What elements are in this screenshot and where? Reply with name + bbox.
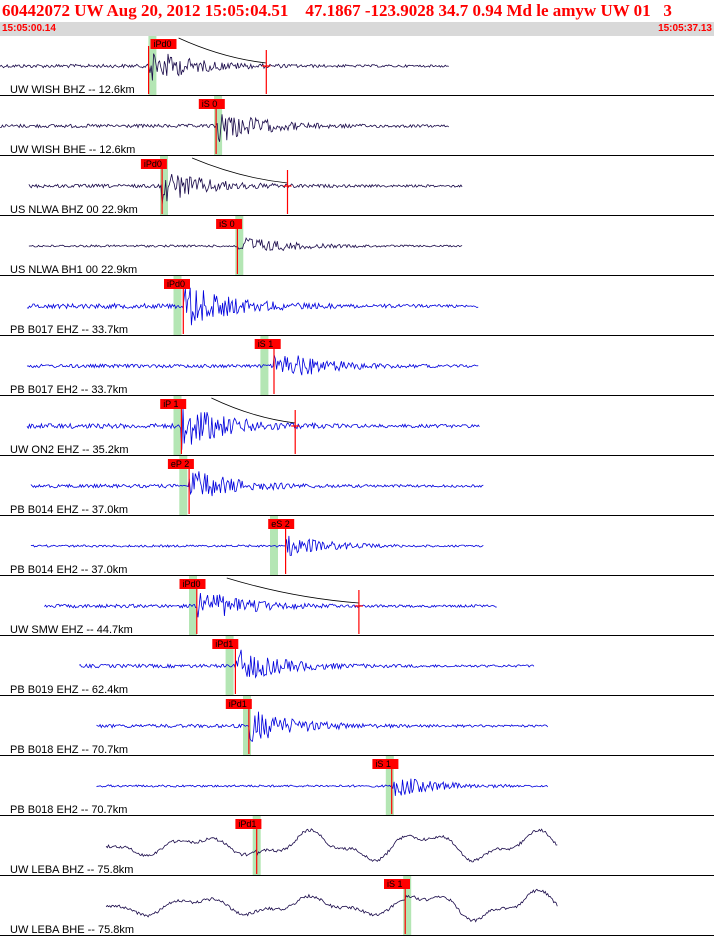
- time-bar: 15:05:00.14 15:05:37.13: [0, 22, 714, 36]
- pick-flag: [372, 759, 399, 769]
- trace-row-13: iS 1 PB B018 EH2 -- 70.7km: [0, 756, 714, 816]
- seismogram-plot: iPd0 UW WISH BHZ -- 12.6km iS 0 UW WISH BHE…: [0, 36, 714, 938]
- pick-label: iPd0: [167, 279, 185, 289]
- pick-label: iPd1: [229, 699, 247, 709]
- coda-curve: [226, 577, 359, 604]
- pick-flag: [384, 879, 410, 889]
- pick-window: [260, 336, 269, 396]
- trace-row-5: iPd0 PB B017 EHZ -- 33.7km: [0, 276, 714, 336]
- station-label: UW LEBA BHZ -- 75.8km: [10, 864, 133, 876]
- event-header: 60442072 UW Aug 20, 2012 15:05:04.51 47.…: [0, 0, 714, 36]
- pick-window: [160, 156, 168, 216]
- pick-flag: [235, 819, 262, 829]
- station-label: UW SMW EHZ -- 44.7km: [10, 624, 133, 636]
- station-label: PB B018 EHZ -- 70.7km: [10, 744, 128, 756]
- waveform-trace: [105, 828, 558, 863]
- station-label: UW ON2 EHZ -- 35.2km: [10, 444, 129, 456]
- station-label: PB B019 EHZ -- 62.4km: [10, 684, 128, 696]
- pick-flag: [150, 39, 177, 49]
- time-start-label: 15:05:00.14: [2, 23, 56, 34]
- time-end-label: 15:05:37.13: [658, 23, 712, 34]
- event-title: 60442072 UW Aug 20, 2012 15:05:04.51 47.…: [2, 1, 672, 20]
- pick-flag: [225, 699, 252, 709]
- pick-label: eS 2: [271, 519, 290, 529]
- waveform-trace: [26, 287, 479, 326]
- pick-label: iS 1: [387, 879, 403, 889]
- seismogram-svg: iPd0 UW WISH BHZ -- 12.6km iS 0 UW WISH BHE…: [0, 36, 714, 936]
- pick-window: [403, 876, 412, 936]
- pick-flag: [212, 639, 239, 649]
- pick-window: [235, 216, 244, 276]
- pick-label: iPd0: [144, 159, 162, 169]
- waveform-trace: [44, 592, 497, 618]
- station-label: PB B017 EH2 -- 33.7km: [10, 384, 127, 396]
- trace-row-3: iPd0 US NLWA BHZ 00 22.9km: [0, 156, 714, 216]
- pick-window: [214, 96, 223, 156]
- station-label: PB B014 EHZ -- 37.0km: [10, 504, 128, 516]
- waveform-trace: [28, 237, 463, 252]
- station-label: US NLWA BHZ 00 22.9km: [10, 204, 138, 216]
- trace-row-9: eS 2 PB B014 EH2 -- 37.0km: [0, 516, 714, 576]
- waveform-trace: [28, 174, 463, 205]
- coda-curve: [178, 37, 267, 64]
- trace-row-6: iS 1 PB B017 EH2 -- 33.7km: [0, 336, 714, 396]
- pick-label: iS 0: [219, 219, 235, 229]
- pick-window: [243, 696, 251, 756]
- pick-label: eP 2: [171, 459, 189, 469]
- waveform-trace: [26, 407, 480, 450]
- pick-flag: [164, 279, 190, 289]
- waveform-trace: [0, 114, 450, 142]
- waveform-trace: [96, 778, 549, 796]
- station-label: UW WISH BHE -- 12.6km: [10, 144, 135, 156]
- waveform-trace: [30, 471, 484, 497]
- trace-row-14: iPd1 UW LEBA BHZ -- 75.8km: [0, 816, 714, 876]
- pick-label: iS 1: [258, 339, 274, 349]
- pick-flag: [254, 339, 281, 349]
- pick-flag: [216, 219, 243, 229]
- pick-flag: [167, 459, 194, 469]
- trace-row-8: eP 2 PB B014 EHZ -- 37.0km: [0, 456, 714, 516]
- trace-row-15: iS 1 UW LEBA BHE -- 75.8km: [0, 876, 714, 936]
- trace-row-7: iP 1 UW ON2 EHZ -- 35.2km: [0, 396, 714, 456]
- pick-flag: [198, 99, 225, 109]
- trace-row-11: iPd1 PB B019 EHZ -- 62.4km: [0, 636, 714, 696]
- trace-row-12: iPd1 PB B018 EHZ -- 70.7km: [0, 696, 714, 756]
- pick-window: [148, 36, 157, 96]
- waveform-trace: [78, 649, 535, 679]
- trace-row-10: iPd0 UW SMW EHZ -- 44.7km: [0, 576, 714, 636]
- trace-row-4: iS 0 US NLWA BH1 00 22.9km: [0, 216, 714, 276]
- pick-flag: [179, 579, 206, 589]
- pick-label: iPd1: [215, 639, 233, 649]
- pick-flag: [140, 159, 167, 169]
- station-label: UW WISH BHZ -- 12.6km: [10, 84, 135, 96]
- pick-flag: [268, 519, 295, 529]
- station-label: PB B014 EH2 -- 37.0km: [10, 564, 127, 576]
- trace-row-1: iPd0 UW WISH BHZ -- 12.6km: [0, 36, 714, 96]
- station-label: US NLWA BH1 00 22.9km: [10, 264, 137, 276]
- pick-window: [179, 456, 188, 516]
- coda-curve: [211, 397, 296, 424]
- trace-row-2: iS 0 UW WISH BHE -- 12.6km: [0, 96, 714, 156]
- waveform-trace: [30, 535, 484, 556]
- pick-label: iPd1: [238, 819, 256, 829]
- waveform-trace: [96, 711, 549, 742]
- pick-label: iS 0: [202, 99, 218, 109]
- station-label: UW LEBA BHE -- 75.8km: [10, 924, 134, 936]
- waveform-trace: [0, 53, 449, 81]
- station-label: PB B017 EHZ -- 33.7km: [10, 324, 128, 336]
- waveform-trace: [105, 888, 558, 923]
- waveform-trace: [26, 354, 479, 376]
- pick-label: iPd0: [183, 579, 201, 589]
- pick-label: iS 1: [375, 759, 391, 769]
- pick-label: iPd0: [154, 39, 172, 49]
- pick-flag: [160, 399, 187, 409]
- coda-curve: [191, 157, 288, 184]
- pick-label: iP 1: [163, 399, 178, 409]
- pick-window: [189, 576, 197, 636]
- station-label: PB B018 EH2 -- 70.7km: [10, 804, 127, 816]
